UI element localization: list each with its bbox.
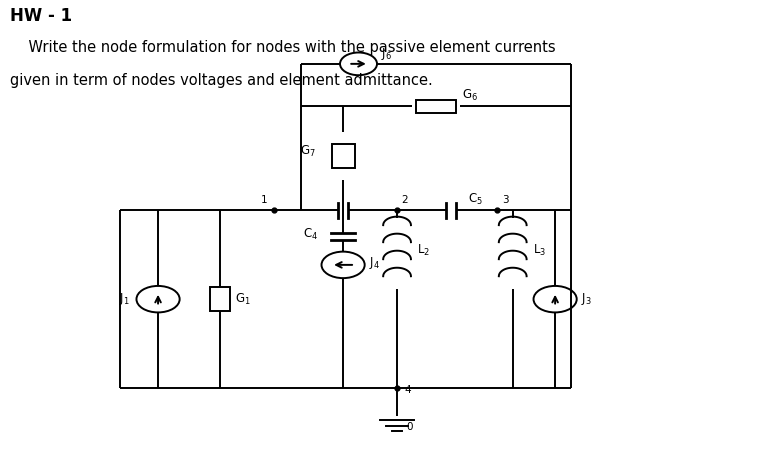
Text: G$_6$: G$_6$: [462, 88, 478, 103]
Text: C$_4$: C$_4$: [302, 227, 318, 242]
Text: J$_4$: J$_4$: [369, 255, 379, 272]
Text: J$_1$: J$_1$: [119, 291, 130, 307]
Text: Write the node formulation for nodes with the passive element currents: Write the node formulation for nodes wit…: [10, 40, 556, 55]
Text: G$_7$: G$_7$: [301, 144, 316, 159]
Text: 0: 0: [406, 422, 412, 432]
Text: G$_1$: G$_1$: [235, 292, 251, 307]
Text: given in term of nodes voltages and element admittance.: given in term of nodes voltages and elem…: [10, 73, 433, 88]
Bar: [210, 287, 230, 311]
Text: 1: 1: [261, 195, 268, 205]
Bar: [332, 144, 355, 168]
Text: J$_6$: J$_6$: [381, 46, 392, 62]
Text: HW - 1: HW - 1: [10, 7, 72, 25]
Text: J$_3$: J$_3$: [581, 291, 591, 307]
Text: 3: 3: [502, 195, 508, 205]
Text: C$_5$: C$_5$: [468, 192, 483, 207]
Bar: [416, 100, 456, 113]
Text: L$_3$: L$_3$: [533, 243, 546, 258]
Text: 2: 2: [402, 195, 408, 205]
Text: 4: 4: [405, 385, 412, 395]
Text: L$_2$: L$_2$: [417, 243, 430, 258]
